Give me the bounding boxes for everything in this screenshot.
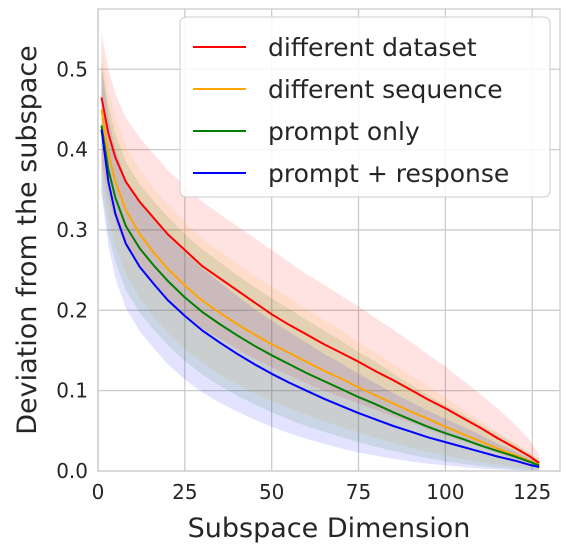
x-tick-label: 0: [92, 480, 105, 504]
plot-frame: [97, 8, 561, 472]
x-tick-labels: 0 25 50 75 100 125: [92, 480, 552, 504]
series-line: [100, 129, 540, 468]
y-axis-title: Deviation from the subspace: [12, 45, 43, 435]
x-tick-label: 125: [513, 480, 551, 504]
x-tick-label: 100: [426, 480, 464, 504]
x-axis-title: Subspace Dimension: [188, 513, 471, 544]
series-line: [100, 97, 540, 464]
x-tick-label: 25: [172, 480, 197, 504]
x-tick-label: 50: [259, 480, 284, 504]
y-tick-label: 0.1: [56, 379, 88, 403]
series-lines: [100, 97, 540, 468]
y-tick-labels: 0.0 0.1 0.2 0.3 0.4 0.5: [56, 57, 88, 483]
x-tick-label: 75: [346, 480, 371, 504]
y-tick-label: 0.3: [56, 218, 88, 242]
legend-box: [179, 16, 551, 198]
confidence-bands: [101, 33, 540, 471]
confidence-band: [101, 65, 540, 471]
series-line: [100, 125, 540, 467]
legend-label: different dataset: [268, 33, 477, 62]
plot-border: [97, 8, 561, 472]
legend-label: prompt only: [268, 117, 420, 146]
series-line: [100, 109, 540, 466]
legend-label: prompt + response: [268, 159, 509, 188]
legend-label: different sequence: [268, 75, 503, 104]
confidence-band: [101, 45, 540, 471]
y-tick-label: 0.0: [56, 459, 88, 483]
y-tick-label: 0.5: [56, 57, 88, 81]
y-tick-label: 0.2: [56, 298, 88, 322]
legend: different dataset different sequence promp…: [179, 16, 551, 198]
y-tick-label: 0.4: [56, 138, 88, 162]
confidence-band: [101, 61, 540, 471]
confidence-band: [101, 33, 540, 468]
